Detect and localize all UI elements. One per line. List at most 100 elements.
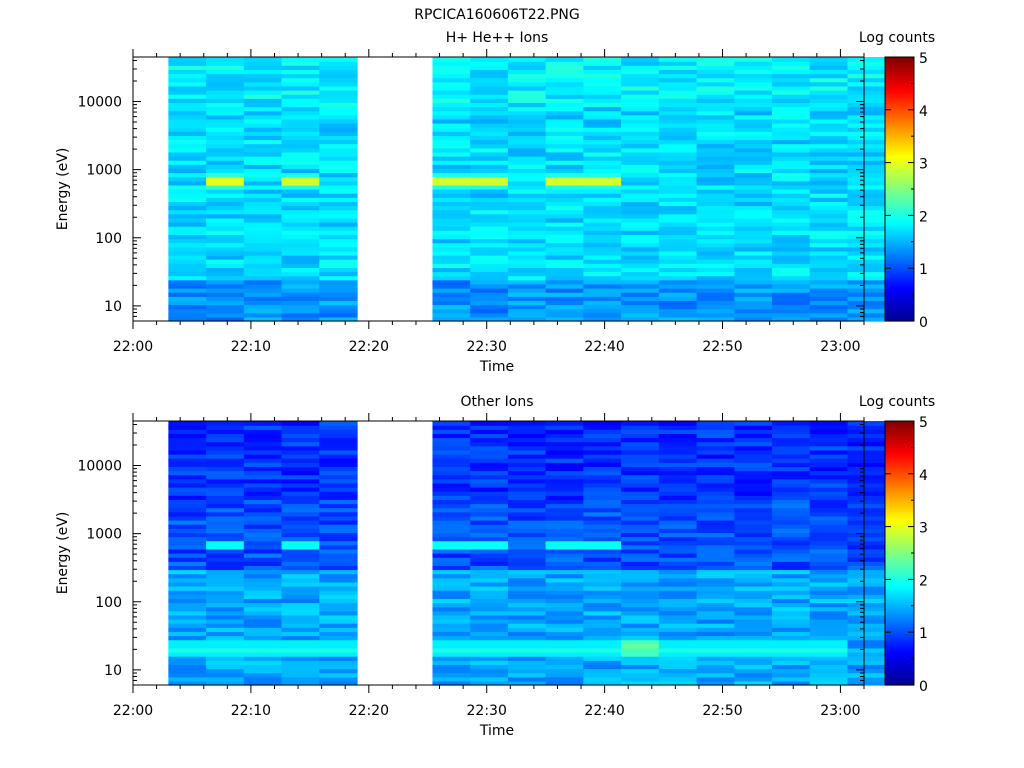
colorbar-segment xyxy=(885,285,914,289)
heatmap-cell xyxy=(281,226,320,231)
heatmap-cell xyxy=(206,462,245,467)
colorbar-segment xyxy=(885,443,914,446)
colorbar-segment xyxy=(885,434,914,437)
heatmap-cell xyxy=(243,594,283,599)
heatmap-cell xyxy=(696,94,735,99)
heatmap-cell xyxy=(696,458,735,463)
heatmap-cell xyxy=(847,511,886,517)
heatmap-cell xyxy=(545,193,584,198)
heatmap-cell xyxy=(432,445,471,451)
heatmap-cell xyxy=(470,279,509,285)
heatmap-cell xyxy=(243,160,283,165)
heatmap-cell xyxy=(470,259,509,264)
heatmap-cell xyxy=(206,118,245,124)
heatmap-cell xyxy=(319,619,358,624)
heatmap-cell xyxy=(734,511,773,517)
heatmap-cell xyxy=(734,222,773,227)
heatmap-cell xyxy=(168,536,207,542)
heatmap-cell xyxy=(809,635,849,641)
colorbar-segment xyxy=(885,645,914,649)
heatmap-cell xyxy=(583,127,622,132)
heatmap-cell xyxy=(545,61,584,66)
heatmap-cell xyxy=(809,647,849,653)
heatmap-cell xyxy=(621,520,660,525)
heatmap-cell xyxy=(621,238,660,244)
heatmap-cell xyxy=(772,205,811,211)
heatmap-cell xyxy=(734,544,773,550)
heatmap-cell xyxy=(809,69,849,75)
colorbar-segment xyxy=(885,588,914,591)
heatmap-cell xyxy=(168,90,207,95)
heatmap-cell xyxy=(470,156,509,161)
heatmap-cell xyxy=(696,81,735,87)
heatmap-cell xyxy=(281,449,320,455)
heatmap-cell xyxy=(281,147,320,153)
heatmap-cell xyxy=(281,57,320,62)
heatmap-cell xyxy=(507,98,547,103)
colorbar-segment xyxy=(885,491,914,495)
heatmap-cell xyxy=(847,590,886,595)
heatmap-cell xyxy=(319,312,358,318)
heatmap-cell xyxy=(621,193,660,198)
heatmap-cell xyxy=(772,631,811,637)
heatmap-cell xyxy=(847,454,886,459)
heatmap-cell xyxy=(696,65,735,70)
colorbar-segment xyxy=(885,318,914,322)
heatmap-cell xyxy=(545,114,584,120)
heatmap-cell xyxy=(243,250,283,256)
heatmap-cell xyxy=(206,660,245,665)
heatmap-cell xyxy=(734,524,773,529)
heatmap-cell xyxy=(583,176,622,182)
heatmap-cell xyxy=(734,65,773,70)
heatmap-cell xyxy=(658,300,698,306)
heatmap-cell xyxy=(847,308,886,314)
heatmap-cell xyxy=(696,536,735,542)
heatmap-cell xyxy=(847,304,886,310)
heatmap-cell xyxy=(847,482,886,488)
heatmap-cell xyxy=(734,172,773,178)
heatmap-cell xyxy=(847,156,886,161)
heatmap-cell xyxy=(281,643,320,649)
heatmap-cell xyxy=(734,441,773,447)
colorbar-segment xyxy=(885,559,914,563)
heatmap-cells xyxy=(168,421,886,686)
heatmap-cell xyxy=(507,586,547,591)
heatmap-cell xyxy=(281,205,320,211)
heatmap-cell xyxy=(168,515,207,521)
colorbar-segment xyxy=(885,537,914,541)
heatmap-cell xyxy=(281,172,320,178)
heatmap-cell xyxy=(319,168,358,174)
heatmap-cell xyxy=(206,602,245,608)
colorbar-segment xyxy=(885,605,914,609)
heatmap-cell xyxy=(583,61,622,66)
heatmap-cell xyxy=(621,102,660,108)
heatmap-cell xyxy=(319,271,358,277)
colorbar-segment xyxy=(885,310,914,313)
colorbar-segment xyxy=(885,526,914,530)
heatmap-cell xyxy=(243,520,283,525)
heatmap-cell xyxy=(319,250,358,256)
heatmap-cell xyxy=(621,106,660,112)
heatmap-cell xyxy=(583,449,622,455)
heatmap-cell xyxy=(281,425,320,430)
heatmap-cell xyxy=(847,557,886,562)
heatmap-cell xyxy=(470,495,509,500)
heatmap-cell xyxy=(621,487,660,492)
heatmap-cell xyxy=(206,635,245,641)
heatmap-cell xyxy=(206,664,245,670)
heatmap-cell xyxy=(507,487,547,492)
heatmap-cell xyxy=(621,180,660,186)
heatmap-cell xyxy=(168,528,207,533)
heatmap-cell xyxy=(168,656,207,661)
heatmap-cell xyxy=(658,102,698,108)
heatmap-cell xyxy=(507,676,547,682)
colorbar-segment xyxy=(885,136,914,139)
heatmap-cell xyxy=(243,491,283,496)
heatmap-cell xyxy=(545,246,584,252)
colorbar-segment xyxy=(885,235,914,238)
heatmap-cell xyxy=(507,573,547,579)
heatmap-cell xyxy=(243,660,283,665)
plot-frame xyxy=(132,56,865,322)
heatmap-cell xyxy=(696,131,735,136)
heatmap-cell xyxy=(772,69,811,75)
